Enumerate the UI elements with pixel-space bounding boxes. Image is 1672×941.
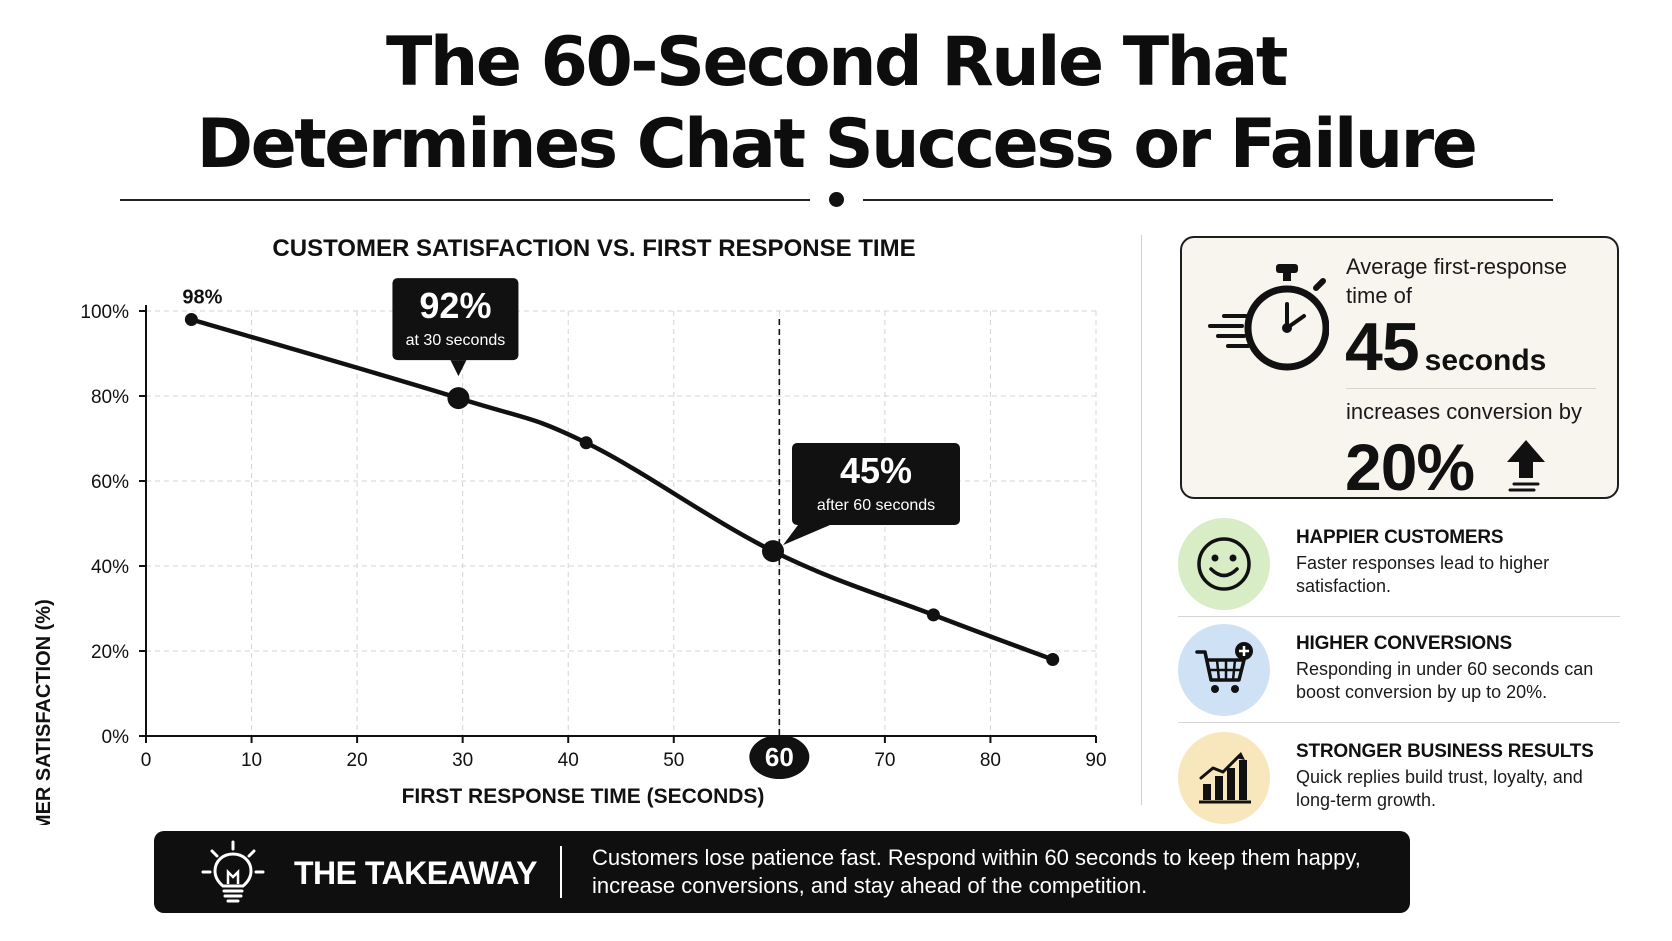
arrow-up-icon [1507, 440, 1545, 492]
benefit-icon-circle [1178, 624, 1270, 716]
x-tick-label: 90 [1085, 750, 1106, 771]
bar-chart-icon [1199, 752, 1251, 804]
chart-callouts: 98% 92% at 30 seconds 45% after 60 seconds [182, 278, 960, 546]
chart-grid [146, 310, 1097, 736]
data-point-major [762, 540, 784, 563]
x-tick-label: 0 [141, 750, 152, 771]
x-tick-label: 20 [347, 750, 368, 771]
title-divider-right [863, 199, 1553, 201]
data-point-major [447, 387, 470, 410]
benefit-description: Responding in under 60 seconds can boost… [1296, 659, 1594, 702]
data-point [579, 436, 593, 450]
callout-caption: at 30 seconds [406, 332, 506, 349]
callout-value: 45% [840, 450, 912, 491]
y-tick-label: 0% [102, 727, 130, 748]
benefit-divider [1178, 722, 1620, 723]
x-tick-label: 70 [874, 750, 895, 771]
y-tick-label: 80% [91, 387, 129, 408]
stat-divider [1346, 388, 1596, 389]
callout-45pct: 45% after 60 seconds [783, 443, 960, 546]
stat-label-conversion: increases conversion by [1346, 399, 1583, 424]
x-tick-highlight [749, 735, 810, 779]
cart-plus-icon [1195, 642, 1253, 693]
callout-box [792, 443, 960, 525]
stat-response-time: 45 seconds [1345, 308, 1546, 386]
y-tick-label: 60% [91, 472, 129, 493]
benefit-icon-circle [1178, 518, 1270, 610]
benefit-stronger-results: STRONGER BUSINESS RESULTS Quick replies … [1178, 729, 1623, 827]
benefit-divider [1178, 616, 1620, 617]
benefit-description: Quick replies build trust, loyalty, and … [1296, 767, 1583, 810]
stopwatch-icon [1208, 264, 1329, 371]
takeaway-banner: THE TAKEAWAY Customers lose patience fas… [154, 831, 1410, 913]
y-tick-label: 100% [80, 302, 129, 323]
satisfaction-line-chart: CUSTOMER SATISFACTION VS. FIRST RESPONSE… [33, 235, 1107, 825]
callout-pointer [783, 525, 830, 546]
callout-92pct: 92% at 30 seconds [392, 278, 519, 377]
x-tick-label: 40 [558, 750, 579, 771]
chart-tick-labels: 0% 20% 40% 60% 80% 100% 0 10 20 30 40 50 60 70 80 90 [80, 302, 1107, 779]
stat-response-number: 45 [1345, 309, 1420, 385]
x-tick-label: 80 [980, 750, 1001, 771]
x-axis-label: FIRST RESPONSE TIME (SECONDS) [402, 785, 765, 808]
chart-title: CUSTOMER SATISFACTION VS. FIRST RESPONSE… [272, 235, 915, 262]
smiley-icon [1197, 537, 1251, 591]
chart-axes [139, 305, 1097, 743]
section-divider [1141, 235, 1142, 805]
stat-label-first-response: Average first-response time of [1346, 254, 1567, 308]
x-tick-label: 60 [765, 742, 794, 772]
data-point [184, 313, 198, 326]
x-tick-label: 10 [241, 750, 262, 771]
data-point [926, 608, 940, 622]
benefit-title: STRONGER BUSINESS RESULTS [1296, 741, 1594, 762]
benefit-higher-conversions: HIGHER CONVERSIONS Responding in under 6… [1178, 621, 1623, 719]
benefit-happier-customers: HAPPIER CUSTOMERS Faster responses lead … [1178, 515, 1623, 613]
takeaway-title: THE TAKEAWAY [294, 855, 537, 891]
page-title: The 60-Second Rule That Determines Chat … [0, 22, 1672, 186]
stat-conversion-percent: 20% [1345, 430, 1475, 504]
callout-box [392, 278, 519, 361]
point-label: 98% [182, 287, 222, 309]
title-line-1: The 60-Second Rule That [386, 23, 1288, 102]
x-tick-label: 30 [452, 750, 473, 771]
x-tick-label: 50 [663, 750, 684, 771]
title-divider-dot [829, 192, 844, 207]
y-tick-label: 40% [91, 557, 129, 578]
lightbulb-icon [201, 840, 265, 903]
title-divider-left [120, 199, 810, 201]
stat-response-unit: seconds [1424, 344, 1547, 377]
takeaway-text: Customers lose patience fast. Respond wi… [592, 845, 1361, 898]
data-point [1046, 653, 1060, 666]
benefit-title: HAPPIER CUSTOMERS [1296, 527, 1504, 548]
benefit-title: HIGHER CONVERSIONS [1296, 633, 1512, 654]
benefit-icon-circle [1178, 732, 1270, 824]
callout-pointer [450, 360, 467, 377]
stat-card: Average first-response time of 45 seconds… [1180, 236, 1619, 504]
title-line-2: Determines Chat Success or Failure [196, 105, 1478, 184]
takeaway-divider [560, 846, 562, 898]
callout-caption: after 60 seconds [817, 497, 935, 514]
y-axis-label: CUSTOMER SATISFACTION (%) [33, 599, 55, 825]
chart-series [184, 313, 1060, 666]
benefit-description: Faster responses lead to higher satisfac… [1296, 553, 1550, 596]
callout-value: 92% [419, 285, 491, 326]
y-tick-label: 20% [91, 642, 129, 663]
